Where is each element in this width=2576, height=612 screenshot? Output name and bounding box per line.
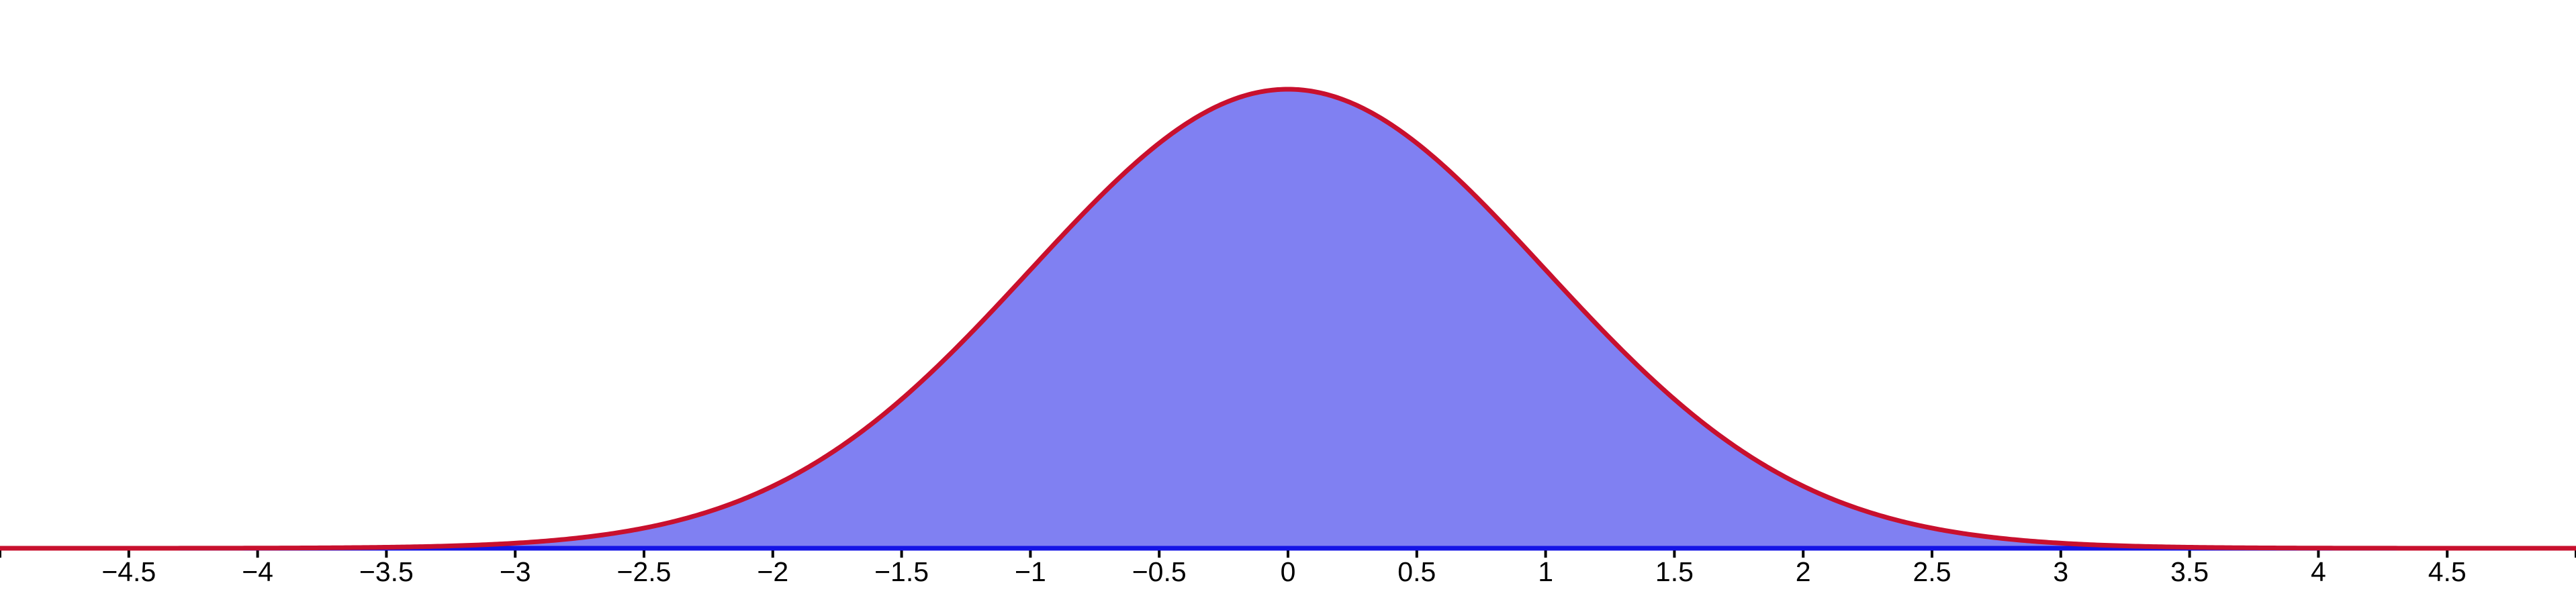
x-axis-tick-label: −3 bbox=[500, 556, 531, 587]
bell-curve-path bbox=[0, 87, 2576, 551]
x-axis-tick-label: 1.5 bbox=[1655, 556, 1694, 587]
x-axis-tick-label: 1 bbox=[1538, 556, 1553, 587]
x-axis-tick-label: −4.5 bbox=[101, 556, 156, 587]
x-axis-tick-label: 2.5 bbox=[1913, 556, 1951, 587]
x-axis-tick-label: −4 bbox=[242, 556, 273, 587]
x-axis-tick-label: 0 bbox=[1281, 556, 1296, 587]
x-axis-tick-label: −3.5 bbox=[359, 556, 414, 587]
x-axis-tick-label: −0.5 bbox=[1132, 556, 1187, 587]
x-axis-tick-label: −1.5 bbox=[874, 556, 929, 587]
x-axis-tick-label: 3 bbox=[2053, 556, 2068, 587]
x-axis-tick-label: 3.5 bbox=[2170, 556, 2209, 587]
x-axis-tick-label: 4 bbox=[2311, 556, 2326, 587]
x-axis-tick-label: −1 bbox=[1015, 556, 1046, 587]
x-axis-tick-label: 4.5 bbox=[2428, 556, 2467, 587]
distribution-area-fill bbox=[0, 89, 2576, 548]
x-axis-tick-label: 0.5 bbox=[1397, 556, 1436, 587]
x-axis-tick-label: −2.5 bbox=[617, 556, 672, 587]
x-axis-tick-label: 2 bbox=[1796, 556, 1811, 587]
x-axis-tick-label: −2 bbox=[757, 556, 788, 587]
